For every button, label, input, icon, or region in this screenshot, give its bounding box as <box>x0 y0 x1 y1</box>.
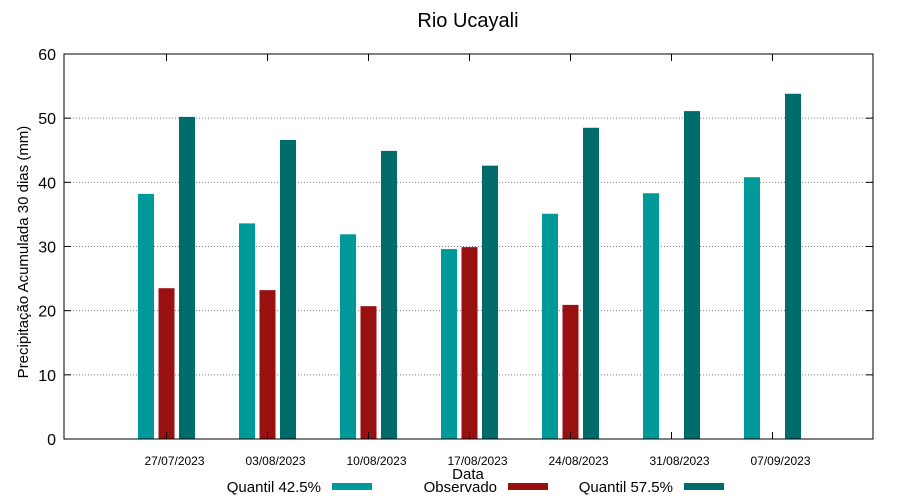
bar-quantil-42-5 <box>239 223 255 439</box>
bars <box>138 93 801 440</box>
x-tick-label: 07/09/2023 <box>750 454 810 468</box>
legend-swatch <box>332 483 372 490</box>
bar-quantil-42-5 <box>340 234 356 439</box>
bar-quantil-57-5 <box>583 127 599 440</box>
y-tick-label: 30 <box>38 240 56 257</box>
chart-title: Rio Ucayali <box>417 10 518 32</box>
y-tick-label: 60 <box>38 47 56 64</box>
bar-quantil-42-5 <box>542 213 558 439</box>
x-tick-label: 31/08/2023 <box>649 454 709 468</box>
legend-label: Observado <box>424 479 497 496</box>
bar-quantil-57-5 <box>179 116 195 439</box>
bar-observado <box>259 290 276 439</box>
bar-quantil-57-5 <box>482 165 498 439</box>
x-tick-label: 24/08/2023 <box>548 454 608 468</box>
x-tick-label: 10/08/2023 <box>346 454 406 468</box>
y-tick-label: 10 <box>38 368 56 385</box>
plot-frame <box>63 53 874 440</box>
bar-quantil-57-5 <box>785 93 801 440</box>
bar-observado <box>360 306 377 439</box>
bar-quantil-57-5 <box>381 150 397 439</box>
bar-observado <box>562 304 579 439</box>
bar-quantil-57-5 <box>280 139 296 439</box>
x-tick-label: 03/08/2023 <box>245 454 305 468</box>
bar-observado <box>461 247 478 439</box>
bar-quantil-42-5 <box>441 249 457 439</box>
x-tick-label: 27/07/2023 <box>144 454 204 468</box>
legend-swatch <box>684 483 724 490</box>
bar-observado <box>158 288 175 439</box>
y-tick-label: 40 <box>38 175 56 192</box>
legend-label: Quantil 57.5% <box>579 479 673 496</box>
y-tick-label: 50 <box>38 111 56 128</box>
y-tick-label: 0 <box>47 432 56 449</box>
x-axis-label: Data <box>452 466 484 483</box>
x-axis-ticks: 27/07/2023 03/08/2023 10/08/2023 17/08/2023… <box>144 54 811 468</box>
legend: Quantil 42.5% Observado Quantil 57.5% <box>227 479 724 496</box>
bar-quantil-42-5 <box>138 193 154 439</box>
y-tick-label: 20 <box>38 304 56 321</box>
bar-quantil-42-5 <box>643 193 659 439</box>
legend-swatch <box>508 483 548 490</box>
x-tick-label: 17/08/2023 <box>447 454 507 468</box>
y-axis-ticks: 0 10 20 30 40 50 60 <box>38 47 873 449</box>
bar-quantil-57-5 <box>684 111 700 439</box>
bar-quantil-42-5 <box>744 177 760 439</box>
legend-label: Quantil 42.5% <box>227 479 321 496</box>
y-axis-label: Precipitação Acumulada 30 dias (mm) <box>15 126 32 379</box>
